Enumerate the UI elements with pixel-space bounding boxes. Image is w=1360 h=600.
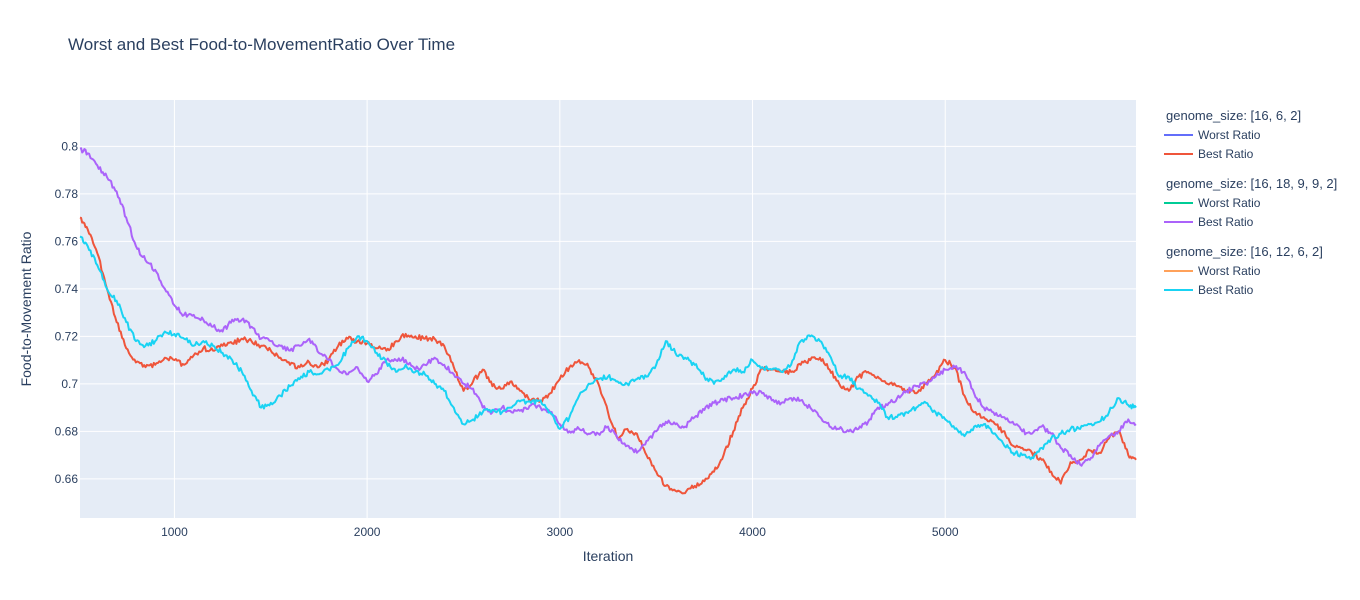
y-tick-label: 0.74	[55, 282, 79, 296]
legend-item-label[interactable]: Best Ratio	[1198, 147, 1254, 161]
tick-labels: 1000 2000 3000 4000 5000 0.66 0.68 0.7 0.72 0.74 0…	[55, 139, 959, 539]
x-axis-title: Iteration	[583, 548, 634, 564]
y-tick-label: 0.66	[55, 472, 79, 486]
y-tick-label: 0.68	[55, 424, 79, 438]
legend-item-label[interactable]: Worst Ratio	[1198, 196, 1261, 210]
y-axis-title: Food-to-Movement Ratio	[18, 231, 34, 386]
legend: genome_size: [16, 6, 2] Worst Ratio Best R…	[1164, 108, 1337, 297]
x-tick-label: 1000	[161, 525, 188, 539]
x-tick-label: 3000	[546, 525, 573, 539]
x-tick-label: 4000	[739, 525, 766, 539]
series-line[interactable]	[79, 147, 1137, 467]
x-tick-label: 5000	[932, 525, 959, 539]
legend-item-label[interactable]: Worst Ratio	[1198, 128, 1261, 142]
series-line[interactable]	[79, 235, 1137, 461]
legend-item-label[interactable]: Best Ratio	[1198, 283, 1254, 297]
legend-group-title: genome_size: [16, 6, 2]	[1166, 108, 1301, 123]
series-line[interactable]	[79, 216, 1137, 495]
chart-title: Worst and Best Food-to-MovementRatio Ove…	[68, 35, 455, 54]
x-tick-label: 2000	[354, 525, 381, 539]
legend-group-title: genome_size: [16, 12, 6, 2]	[1166, 244, 1323, 259]
legend-item-label[interactable]: Worst Ratio	[1198, 264, 1261, 278]
legend-item-label[interactable]: Best Ratio	[1198, 215, 1254, 229]
legend-group-title: genome_size: [16, 18, 9, 9, 2]	[1166, 176, 1337, 191]
y-tick-label: 0.8	[61, 139, 78, 153]
series-lines	[79, 147, 1137, 495]
y-tick-label: 0.7	[61, 377, 78, 391]
y-tick-label: 0.72	[55, 329, 79, 343]
plot-area[interactable]	[80, 100, 1136, 518]
y-tick-label: 0.76	[55, 234, 79, 248]
y-tick-label: 0.78	[55, 187, 79, 201]
